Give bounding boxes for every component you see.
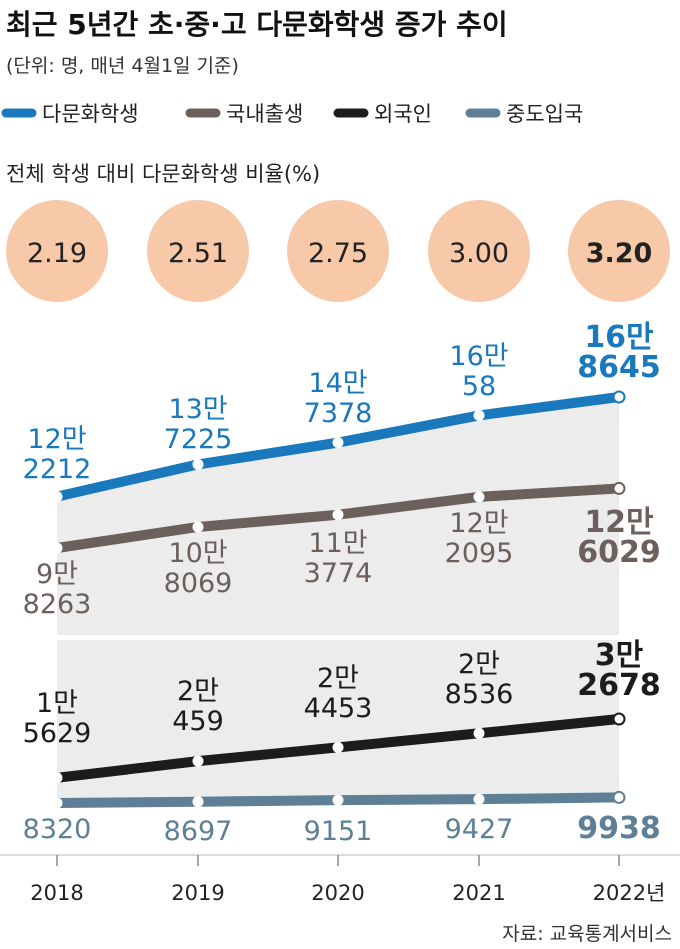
- data-label: 9938: [577, 811, 661, 846]
- data-point: [51, 491, 63, 503]
- x-axis: 2018 2019 2020 2021 2022년: [0, 854, 680, 905]
- ratio-label: 전체 학생 대비 다문화학생 비율(%): [6, 162, 320, 186]
- data-point: [332, 437, 344, 449]
- data-point: [612, 481, 626, 495]
- data-label: 8645: [577, 350, 661, 385]
- data-point: [51, 772, 63, 784]
- x-tick-label: 2020: [311, 881, 364, 905]
- legend-label: 다문화학생: [42, 102, 139, 126]
- ratio-circle: [287, 200, 389, 302]
- ratio-value: 2.19: [27, 238, 87, 269]
- data-point: [332, 741, 344, 753]
- data-label: 8536: [445, 679, 514, 710]
- data-label: 12만: [27, 424, 86, 455]
- data-label: 12만: [584, 505, 654, 540]
- data-label: 3774: [304, 558, 373, 589]
- data-point: [332, 794, 344, 806]
- data-point: [51, 542, 63, 554]
- data-label: 9만: [36, 559, 78, 590]
- ratio-circles: 2.19 2.51 2.75 3.00 3.20: [6, 200, 670, 302]
- data-label: 8697: [164, 816, 233, 847]
- data-point: [192, 458, 204, 470]
- data-label: 459: [172, 706, 224, 737]
- data-label: 9151: [304, 816, 373, 847]
- ratio-value: 2.51: [168, 238, 228, 269]
- chart-subtitle: (단위: 명, 매년 4월1일 기준): [6, 55, 239, 77]
- data-label: 58: [462, 371, 496, 402]
- series-lines: [51, 390, 626, 809]
- data-label: 2만: [177, 676, 219, 707]
- legend-label: 외국인: [374, 102, 432, 126]
- data-point: [612, 390, 626, 404]
- data-label: 14만: [308, 368, 367, 399]
- background-bands: [57, 397, 619, 803]
- data-point: [51, 797, 63, 809]
- ratio-circle: [147, 200, 249, 302]
- legend-label: 국내출생: [226, 102, 303, 126]
- data-point: [473, 409, 485, 421]
- data-label: 4453: [304, 693, 373, 724]
- data-label: 16만: [584, 320, 654, 355]
- data-label: 8069: [164, 568, 233, 599]
- data-label: 2만: [317, 663, 359, 694]
- data-label: 13만: [168, 394, 227, 425]
- data-label: 10만: [168, 538, 227, 569]
- data-point: [332, 509, 344, 521]
- data-label: 16만: [449, 341, 508, 372]
- ratio-circle: [428, 200, 530, 302]
- data-labels: 12만221213만722514만737816만5816만86459만82631…: [23, 320, 661, 847]
- source-note: 자료: 교육통계서비스: [502, 923, 672, 945]
- data-label: 2212: [23, 454, 92, 485]
- bottom-panel-band-lower: [57, 719, 619, 803]
- data-label: 3만: [595, 638, 644, 673]
- data-point: [612, 790, 626, 804]
- legend-label: 중도입국: [506, 102, 583, 126]
- data-label: 7378: [304, 398, 373, 429]
- legend: 다문화학생 국내출생 외국인 중도입국: [1, 102, 583, 126]
- data-point: [473, 793, 485, 805]
- ratio-value: 3.20: [586, 238, 653, 269]
- data-label: 6029: [577, 535, 661, 570]
- data-point: [192, 796, 204, 808]
- data-label: 8263: [23, 589, 92, 620]
- data-point: [473, 491, 485, 503]
- data-point: [473, 727, 485, 739]
- data-label: 1만: [36, 688, 78, 719]
- x-tick-label: 2021: [452, 881, 505, 905]
- data-label: 2095: [445, 538, 514, 569]
- ratio-circle: [568, 200, 670, 302]
- data-label: 5629: [23, 718, 92, 749]
- data-label: 9427: [445, 814, 514, 845]
- ratio-circle: [6, 200, 108, 302]
- data-label: 2678: [577, 668, 661, 703]
- x-tick-label: 2022년: [593, 881, 666, 905]
- bottom-panel-band: [57, 640, 619, 778]
- chart-title: 최근 5년간 초·중·고 다문화학생 증가 추이: [6, 8, 508, 41]
- data-label: 7225: [164, 424, 233, 455]
- ratio-value: 2.75: [308, 238, 368, 269]
- data-label: 8320: [23, 814, 92, 845]
- x-tick-label: 2019: [171, 881, 224, 905]
- data-point: [192, 755, 204, 767]
- x-tick-label: 2018: [30, 881, 83, 905]
- data-point: [192, 521, 204, 533]
- data-point: [612, 712, 626, 726]
- ratio-value: 3.00: [449, 238, 509, 269]
- data-label: 11만: [308, 528, 367, 559]
- data-label: 2만: [458, 649, 500, 680]
- data-label: 12만: [449, 508, 508, 539]
